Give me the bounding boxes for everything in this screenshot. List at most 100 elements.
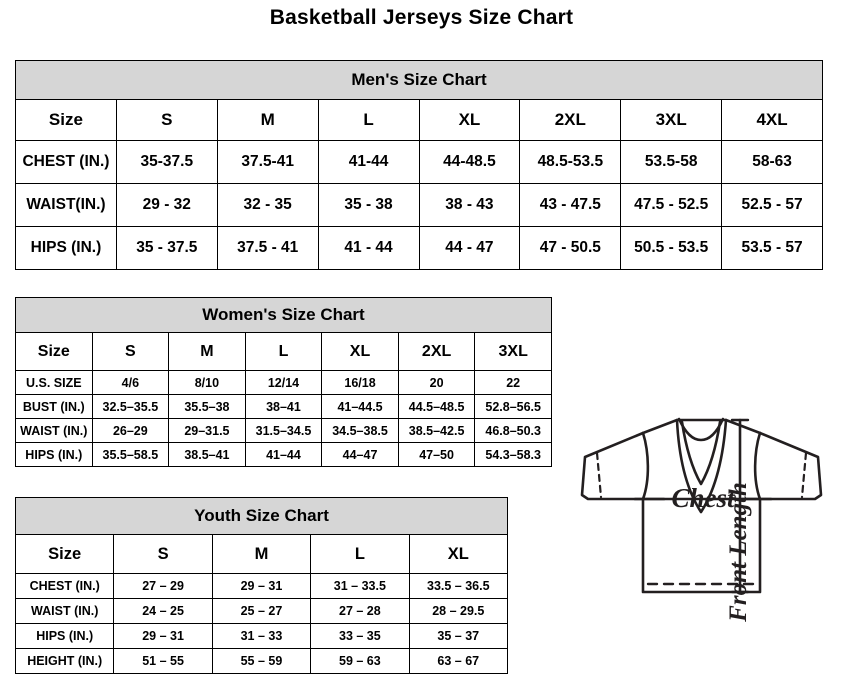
youth-hips-l: 33 – 35 bbox=[310, 623, 410, 649]
mens-row-label-hips: HIPS (IN.) bbox=[15, 226, 117, 270]
womens-col-header-s: S bbox=[91, 332, 170, 371]
youth-hips-m: 31 – 33 bbox=[211, 623, 312, 649]
womens-bust-s: 32.5–35.5 bbox=[91, 394, 170, 419]
mens-chest-l: 41-44 bbox=[317, 140, 420, 184]
womens-col-header-m: M bbox=[168, 332, 246, 371]
womens-bust-xl: 41–44.5 bbox=[321, 394, 399, 419]
youth-hips-xl: 35 – 37 bbox=[408, 623, 509, 649]
table-row: HIPS (IN.) 35.5–58.5 38.5–41 41–44 44–47… bbox=[15, 442, 552, 467]
womens-waist-3xl: 46.8–50.3 bbox=[474, 418, 552, 443]
mens-chest-2xl: 48.5-53.5 bbox=[519, 140, 622, 184]
table-row: BUST (IN.) 32.5–35.5 35.5–38 38–41 41–44… bbox=[15, 394, 552, 419]
womens-bust-m: 35.5–38 bbox=[168, 394, 246, 419]
youth-height-l: 59 – 63 bbox=[310, 648, 410, 674]
youth-header-row: Size S M L XL bbox=[14, 534, 509, 574]
womens-waist-l: 31.5–34.5 bbox=[244, 418, 323, 443]
mens-col-header-l: L bbox=[317, 99, 420, 141]
youth-row-label-waist: WAIST (IN.) bbox=[14, 598, 115, 624]
mens-col-header-size: Size bbox=[15, 99, 117, 141]
mens-hips-l: 41 - 44 bbox=[317, 226, 420, 270]
mens-waist-m: 32 - 35 bbox=[216, 183, 319, 227]
table-row: WAIST(IN.) 29 - 32 32 - 35 35 - 38 38 - … bbox=[15, 183, 823, 227]
youth-col-header-m: M bbox=[211, 534, 312, 574]
mens-waist-s: 29 - 32 bbox=[115, 183, 218, 227]
mens-chest-4xl: 58-63 bbox=[721, 140, 823, 184]
left-sleeve-outline bbox=[580, 431, 645, 501]
youth-waist-m: 25 – 27 bbox=[211, 598, 312, 624]
mens-hips-xl: 44 - 47 bbox=[418, 226, 521, 270]
womens-hips-m: 38.5–41 bbox=[168, 442, 246, 467]
table-row: WAIST (IN.) 26–29 29–31.5 31.5–34.5 34.5… bbox=[15, 418, 552, 443]
youth-chart-caption: Youth Size Chart bbox=[15, 497, 508, 535]
left-sleeve-seam bbox=[641, 431, 650, 501]
womens-waist-s: 26–29 bbox=[91, 418, 170, 443]
table-row: HIPS (IN.) 35 - 37.5 37.5 - 41 41 - 44 4… bbox=[15, 226, 823, 270]
youth-waist-s: 24 – 25 bbox=[113, 598, 213, 624]
table-row: WAIST (IN.) 24 – 25 25 – 27 27 – 28 28 –… bbox=[14, 598, 509, 624]
table-caption-row: Women's Size Chart bbox=[15, 297, 552, 333]
youth-col-header-l: L bbox=[310, 534, 410, 574]
youth-col-header-s: S bbox=[113, 534, 213, 574]
youth-chest-xl: 33.5 – 36.5 bbox=[408, 573, 509, 599]
youth-row-label-height: HEIGHT (IN.) bbox=[14, 648, 115, 674]
womens-waist-xl: 34.5–38.5 bbox=[321, 418, 399, 443]
womens-size-chart-table: Women's Size Chart Size S M L XL 2XL 3XL… bbox=[15, 297, 552, 467]
mens-waist-3xl: 47.5 - 52.5 bbox=[620, 183, 723, 227]
youth-col-header-size: Size bbox=[14, 534, 115, 574]
page-title: Basketball Jerseys Size Chart bbox=[269, 6, 574, 29]
womens-bust-3xl: 52.8–56.5 bbox=[474, 394, 552, 419]
womens-ussize-3xl: 22 bbox=[474, 370, 552, 395]
collar-band-curve bbox=[677, 417, 725, 442]
left-shoulder-line bbox=[641, 418, 679, 435]
womens-col-header-xl: XL bbox=[321, 332, 399, 371]
womens-bust-2xl: 44.5–48.5 bbox=[397, 394, 476, 419]
mens-hips-2xl: 47 - 50.5 bbox=[519, 226, 622, 270]
table-caption-row: Men's Size Chart bbox=[15, 60, 823, 100]
womens-col-header-2xl: 2XL bbox=[397, 332, 476, 371]
youth-row-label-hips: HIPS (IN.) bbox=[14, 623, 115, 649]
womens-col-header-l: L bbox=[244, 332, 323, 371]
table-row: U.S. SIZE 4/6 8/10 12/14 16/18 20 22 bbox=[15, 370, 552, 395]
jersey-measurement-diagram: Chest Front Length bbox=[560, 352, 843, 637]
mens-row-label-chest: CHEST (IN.) bbox=[15, 140, 117, 184]
womens-chart-caption: Women's Size Chart bbox=[15, 297, 552, 333]
table-row: CHEST (IN.) 27 – 29 29 – 31 31 – 33.5 33… bbox=[14, 573, 509, 599]
right-shoulder-line bbox=[724, 418, 762, 435]
table-row: HEIGHT (IN.) 51 – 55 55 – 59 59 – 63 63 … bbox=[14, 648, 509, 674]
youth-chest-m: 29 – 31 bbox=[211, 573, 312, 599]
front-length-label: Front Length bbox=[725, 482, 752, 623]
mens-chart-caption: Men's Size Chart bbox=[15, 60, 823, 100]
womens-col-header-3xl: 3XL bbox=[474, 332, 552, 371]
v-neck-inner bbox=[680, 420, 722, 486]
womens-ussize-s: 4/6 bbox=[91, 370, 170, 395]
youth-height-m: 55 – 59 bbox=[211, 648, 312, 674]
mens-waist-4xl: 52.5 - 57 bbox=[721, 183, 823, 227]
mens-col-header-xl: XL bbox=[418, 99, 521, 141]
womens-hips-s: 35.5–58.5 bbox=[91, 442, 170, 467]
womens-row-label-us-size: U.S. SIZE bbox=[15, 370, 93, 395]
womens-ussize-xl: 16/18 bbox=[321, 370, 399, 395]
mens-chest-s: 35-37.5 bbox=[115, 140, 218, 184]
youth-row-label-chest: CHEST (IN.) bbox=[14, 573, 115, 599]
table-caption-row: Youth Size Chart bbox=[15, 497, 508, 535]
mens-waist-2xl: 43 - 47.5 bbox=[519, 183, 622, 227]
womens-ussize-m: 8/10 bbox=[168, 370, 246, 395]
youth-col-header-xl: XL bbox=[408, 534, 509, 574]
youth-chest-s: 27 – 29 bbox=[113, 573, 213, 599]
mens-hips-m: 37.5 - 41 bbox=[216, 226, 319, 270]
womens-row-label-hips: HIPS (IN.) bbox=[15, 442, 93, 467]
mens-col-header-m: M bbox=[216, 99, 319, 141]
womens-bust-l: 38–41 bbox=[244, 394, 323, 419]
womens-hips-3xl: 54.3–58.3 bbox=[474, 442, 552, 467]
mens-hips-4xl: 53.5 - 57 bbox=[721, 226, 823, 270]
table-row: HIPS (IN.) 29 – 31 31 – 33 33 – 35 35 – … bbox=[14, 623, 509, 649]
v-neck-outer bbox=[675, 418, 728, 514]
youth-hips-s: 29 – 31 bbox=[113, 623, 213, 649]
mens-size-chart-table: Men's Size Chart Size S M L XL 2XL 3XL 4… bbox=[15, 60, 823, 270]
youth-waist-xl: 28 – 29.5 bbox=[408, 598, 509, 624]
mens-row-label-waist: WAIST(IN.) bbox=[15, 183, 117, 227]
table-row: CHEST (IN.) 35-37.5 37.5-41 41-44 44-48.… bbox=[15, 140, 823, 184]
womens-ussize-2xl: 20 bbox=[397, 370, 476, 395]
womens-header-row: Size S M L XL 2XL 3XL bbox=[15, 332, 552, 371]
mens-col-header-2xl: 2XL bbox=[519, 99, 622, 141]
